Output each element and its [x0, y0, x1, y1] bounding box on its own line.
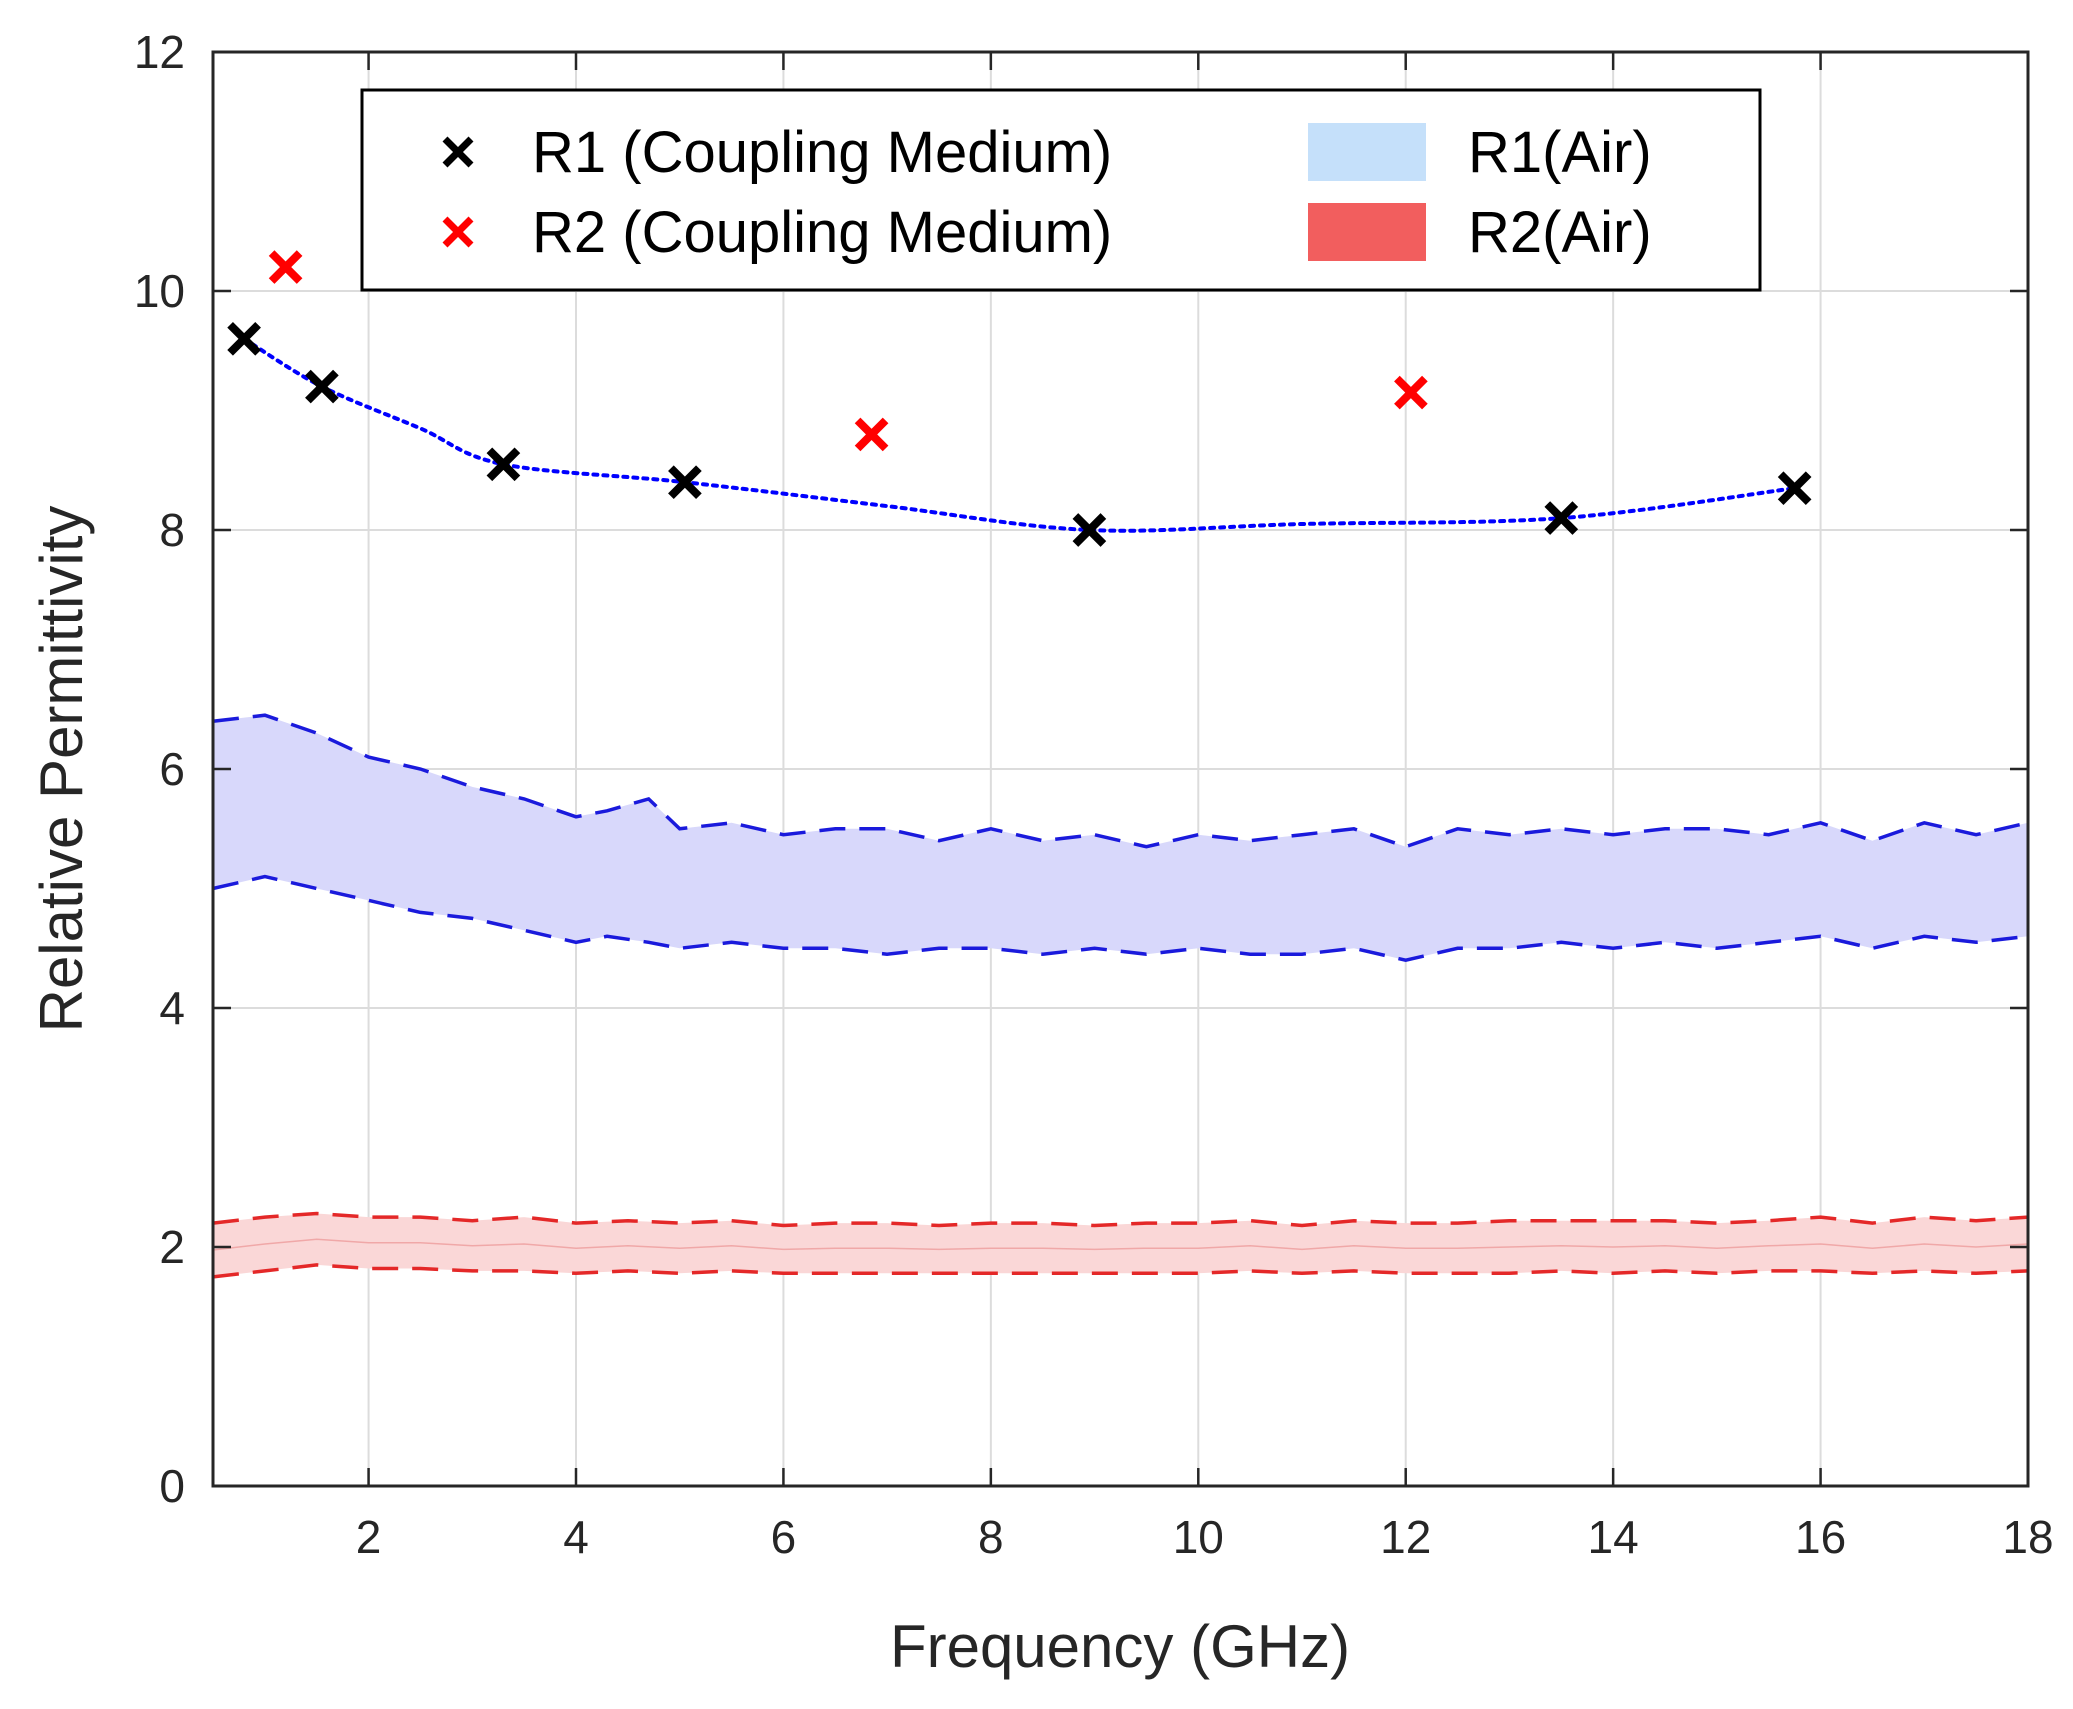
r1-coupling-marker-stroke [668, 465, 702, 500]
r1-coupling-marker [227, 321, 261, 356]
y-tick-label: 0 [159, 1460, 185, 1512]
x-tick-label: 10 [1173, 1511, 1224, 1563]
r1-coupling-marker-stroke [486, 447, 521, 482]
ticks: 2 4 6 8 10 12 14 16 18 0 2 4 6 8 10 12 [134, 26, 2054, 1563]
r1-air-band-fill [213, 715, 2028, 961]
y-tick-label: 6 [159, 743, 185, 795]
legend-patch-r1-air [1308, 123, 1426, 181]
y-tick-label: 10 [134, 265, 185, 317]
y-tick-label: 12 [134, 26, 185, 78]
x-axis-label: Frequency (GHz) [890, 1613, 1350, 1680]
legend-label-r1-air: R1(Air) [1468, 120, 1652, 185]
r1-coupling-marker-stroke [1072, 513, 1107, 547]
r1-air-band-lower-edge [212, 874, 2029, 962]
r1-coupling-marker-stroke [305, 369, 339, 404]
x-tick-label: 18 [2002, 1511, 2053, 1563]
r2-air-band-center-line [212, 1238, 2029, 1251]
legend-box [360, 88, 1762, 292]
r2-coupling-marker-stroke [1394, 375, 1428, 410]
lines [242, 336, 1797, 533]
x-tick-label: 4 [563, 1511, 589, 1563]
legend-marker-r1-coupling-medium [442, 136, 474, 168]
r1-coupling-marker [1072, 513, 1107, 547]
r1-coupling-marker [486, 447, 521, 482]
y-tick-label: 2 [159, 1221, 185, 1273]
r1-coupling-marker-stroke [1777, 471, 1812, 506]
r2-coupling-marker [1394, 375, 1428, 410]
r2-coupling-marker [854, 417, 889, 452]
r1-coupling-marker-stroke [227, 321, 261, 356]
r2-coupling-marker [268, 250, 303, 284]
x-tick-label: 14 [1588, 1511, 1639, 1563]
legend: R1 (Coupling Medium) R2 (Coupling Medium)… [360, 88, 1762, 292]
legend-label-r2-coupling-medium: R2 (Coupling Medium) [532, 200, 1112, 265]
r2-air-band-upper-edge [212, 1211, 2029, 1228]
r1-coupling-marker [1777, 471, 1812, 506]
r1-air-band-upper-edge [212, 713, 2029, 849]
r1-coupling-marker [1544, 501, 1579, 535]
r1-coupling-marker [668, 465, 702, 500]
legend-label-r1-coupling-medium: R1 (Coupling Medium) [532, 120, 1112, 185]
x-tick-label: 2 [356, 1511, 382, 1563]
y-tick-label: 8 [159, 504, 185, 556]
r1-coupling-trend-line [242, 336, 1797, 533]
x-tick-label: 12 [1380, 1511, 1431, 1563]
x-tick-label: 8 [978, 1511, 1004, 1563]
legend-label-r2-air: R2(Air) [1468, 200, 1652, 265]
markers [227, 250, 1812, 547]
legend-marker-r1-coupling-medium-stroke [442, 136, 474, 168]
r2-air-band-lower-edge [212, 1263, 2029, 1279]
r2-air-band-fill [213, 1213, 2028, 1277]
r2-coupling-marker-stroke [854, 417, 889, 452]
x-tick-label: 6 [771, 1511, 797, 1563]
y-axis-label: Relative Permittivity [28, 506, 95, 1033]
bands [212, 713, 2029, 1279]
legend-marker-r2-coupling-medium-stroke [442, 216, 474, 248]
x-tick-label: 16 [1795, 1511, 1846, 1563]
r1-coupling-marker [305, 369, 339, 404]
legend-marker-r2-coupling-medium [442, 216, 474, 248]
r1-coupling-marker-stroke [1544, 501, 1579, 535]
legend-patch-r2-air [1308, 203, 1426, 261]
y-tick-label: 4 [159, 982, 185, 1034]
r2-coupling-marker-stroke [268, 250, 303, 284]
